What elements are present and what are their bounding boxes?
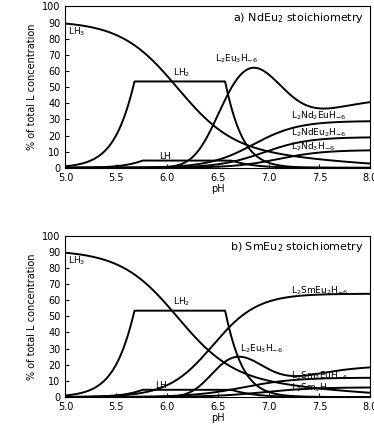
Text: L$_2$Sm$_3$H$_{-6}$: L$_2$Sm$_3$H$_{-6}$	[291, 382, 337, 394]
Text: L$_2$Nd$_2$EuH$_{-6}$: L$_2$Nd$_2$EuH$_{-6}$	[291, 110, 346, 122]
Text: LH$_3$: LH$_3$	[68, 26, 86, 38]
Text: a) NdEu$_2$ stoichiometry: a) NdEu$_2$ stoichiometry	[233, 11, 364, 25]
Text: LH$_2$: LH$_2$	[173, 66, 190, 79]
Text: L$_2$Sm$_2$EuH$_{-6}$: L$_2$Sm$_2$EuH$_{-6}$	[291, 370, 349, 382]
Text: LH: LH	[155, 381, 166, 390]
Text: L$_2$Eu$_3$H$_{-6}$: L$_2$Eu$_3$H$_{-6}$	[240, 343, 283, 355]
X-axis label: pH: pH	[211, 184, 225, 194]
Text: b) SmEu$_2$ stoichiometry: b) SmEu$_2$ stoichiometry	[230, 240, 364, 254]
Text: L$_2$Nd$_3$H$_{-6}$: L$_2$Nd$_3$H$_{-6}$	[291, 141, 335, 153]
Text: LH$_2$: LH$_2$	[173, 296, 190, 308]
Text: L$_2$Eu$_3$H$_{-6}$: L$_2$Eu$_3$H$_{-6}$	[215, 52, 258, 64]
Y-axis label: % of total L concentration: % of total L concentration	[27, 253, 37, 380]
Text: L$_2$NdEu$_2$H$_{-6}$: L$_2$NdEu$_2$H$_{-6}$	[291, 126, 346, 138]
Text: L$_2$SmEu$_2$H$_{-6}$: L$_2$SmEu$_2$H$_{-6}$	[291, 284, 349, 297]
Text: LH: LH	[159, 152, 171, 161]
X-axis label: pH: pH	[211, 413, 225, 423]
Y-axis label: % of total L concentration: % of total L concentration	[27, 24, 37, 150]
Text: LH$_3$: LH$_3$	[68, 255, 86, 268]
